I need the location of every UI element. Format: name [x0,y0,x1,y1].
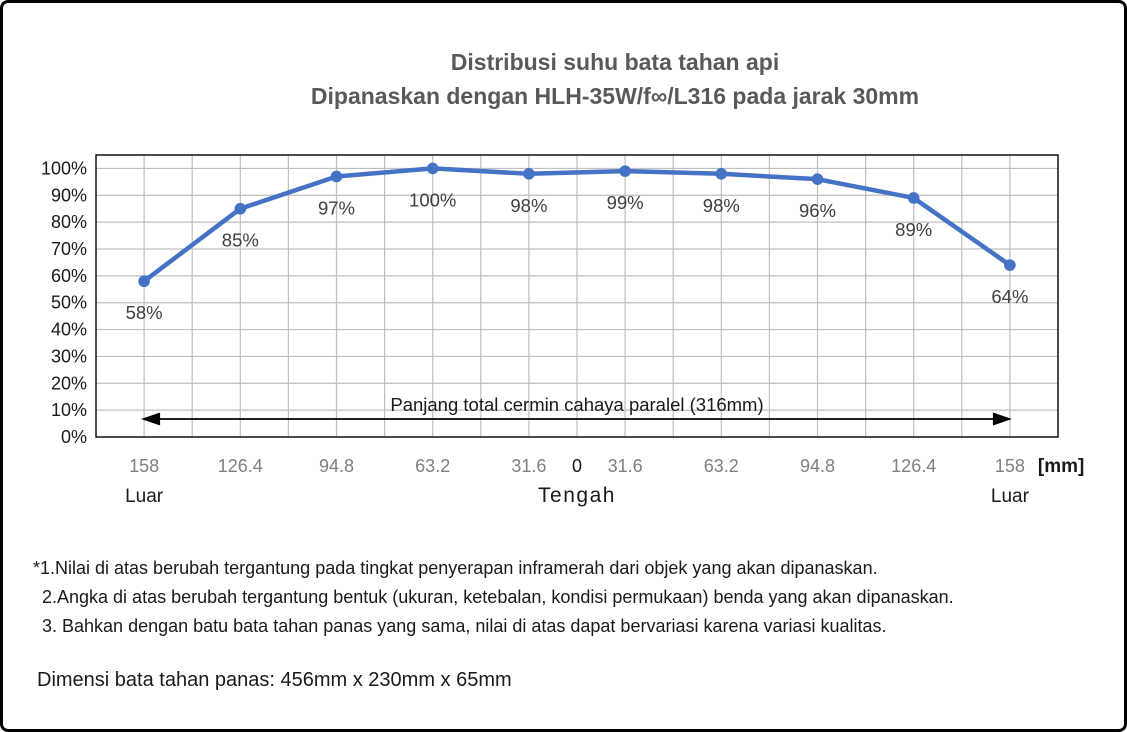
y-tick-label: 40% [51,320,87,340]
x-tick-label: 0 [572,456,582,476]
x-unit-label: [mm] [1038,456,1084,477]
dimension-note: Dimensi bata tahan panas: 456mm x 230mm … [37,669,512,691]
x-tick-label: 126.4 [218,456,263,476]
x-tick-label: 126.4 [891,456,936,476]
data-label: 98% [703,195,740,216]
data-label: 64% [991,286,1028,307]
data-label: 85% [222,230,259,251]
footnotes: *1.Nilai di atas berubah tergantung pada… [33,554,954,641]
x-region-label: Tengah [538,484,616,507]
y-tick-label: 100% [41,158,87,178]
y-tick-label: 60% [51,266,87,286]
x-region-label: Luar [125,486,164,507]
y-tick-label: 10% [51,400,87,420]
y-tick-label: 90% [51,185,87,205]
footnote-1: *1.Nilai di atas berubah tergantung pada… [33,558,878,578]
x-tick-label: 94.8 [319,456,354,476]
data-label: 96% [799,200,836,221]
series-line [141,166,1013,284]
data-label: 58% [126,302,163,323]
x-tick-label: 94.8 [800,456,835,476]
x-tick-label: 158 [129,456,159,476]
x-region-label: Luar [991,486,1030,507]
data-point [1004,259,1016,271]
x-tick-label: 31.6 [511,456,546,476]
y-tick-label: 0% [61,427,87,447]
data-point [523,168,535,180]
annotation-arrowhead-right [992,412,1012,426]
x-tick-label: 158 [995,456,1025,476]
data-point [138,275,150,288]
plot-border [95,154,1059,438]
chart-canvas: Panjang total cermin cahaya paralel (316… [41,154,1084,507]
data-point [234,202,247,215]
x-tick-label: 63.2 [704,456,739,476]
x-tick-label: 63.2 [415,456,450,476]
chart-title: Distribusi suhu bata tahan api Dipanaska… [101,45,1124,113]
data-point [715,168,728,180]
data-point [330,170,343,183]
data-label: 89% [895,219,932,240]
footnote-3: 3. Bahkan dengan batu bata tahan panas y… [42,616,887,636]
y-tick-label: 30% [51,346,87,366]
chart-title-line-1: Distribusi suhu bata tahan api [450,49,780,75]
data-point [619,165,631,177]
y-tick-label: 70% [51,239,87,259]
annotation-text: Panjang total cermin cahaya paralel (316… [390,394,763,415]
y-tick-label: 20% [51,373,87,393]
annotation-arrowhead-left [141,412,161,426]
data-point [811,173,824,185]
data-point [907,192,920,204]
data-label: 99% [607,192,644,213]
footnote-2: 2.Angka di atas berubah tergantung bentu… [42,587,954,607]
chart-title-line-2: Dipanaskan dengan HLH-35W/f∞/L316 pada j… [310,83,920,109]
y-tick-label: 50% [51,293,87,313]
data-point [426,162,439,175]
data-label: 98% [510,195,547,216]
y-tick-label: 80% [51,212,87,232]
x-tick-label: 31.6 [608,456,643,476]
data-label: 97% [318,197,355,218]
data-label: 100% [409,189,456,210]
